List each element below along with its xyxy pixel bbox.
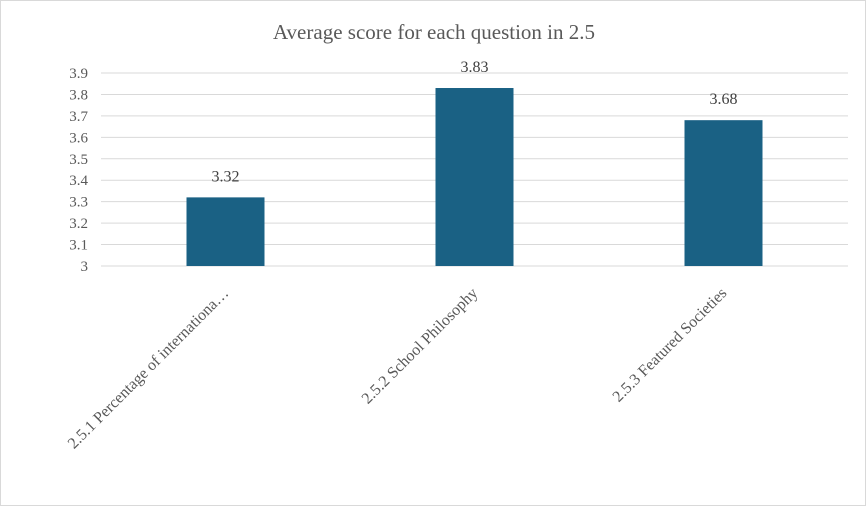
category-label: 2.5.1 Percentage of internationa… [65, 285, 233, 453]
y-tick-label: 3.8 [69, 87, 88, 103]
category-label: 2.5.2 School Philosophy [359, 285, 482, 408]
y-tick-label: 3.2 [69, 216, 88, 232]
bars [186, 88, 763, 266]
y-tick-label: 3.6 [69, 130, 88, 146]
x-axis-categories: 2.5.1 Percentage of internationa… 2.5.2 S… [65, 285, 731, 453]
y-tick-label: 3 [81, 259, 89, 275]
bar [435, 88, 514, 266]
data-label: 3.68 [710, 91, 738, 108]
y-tick-label: 3.1 [69, 238, 88, 254]
y-axis-ticks: 3 3.1 3.2 3.3 3.4 3.5 3.6 3.7 3.8 3.9 [69, 66, 88, 275]
data-label: 3.32 [212, 168, 240, 185]
data-label: 3.83 [461, 59, 489, 76]
y-tick-label: 3.9 [69, 66, 88, 82]
category-label: 2.5.3 Featured Societies [610, 285, 731, 406]
y-tick-label: 3.7 [69, 109, 88, 125]
y-tick-label: 3.5 [69, 152, 88, 168]
bar [684, 120, 763, 266]
y-tick-label: 3.4 [69, 173, 88, 189]
y-tick-label: 3.3 [69, 195, 88, 211]
bar [186, 197, 265, 266]
data-labels: 3.32 3.83 3.68 [212, 59, 738, 185]
chart-title: Average score for each question in 2.5 [273, 20, 595, 44]
